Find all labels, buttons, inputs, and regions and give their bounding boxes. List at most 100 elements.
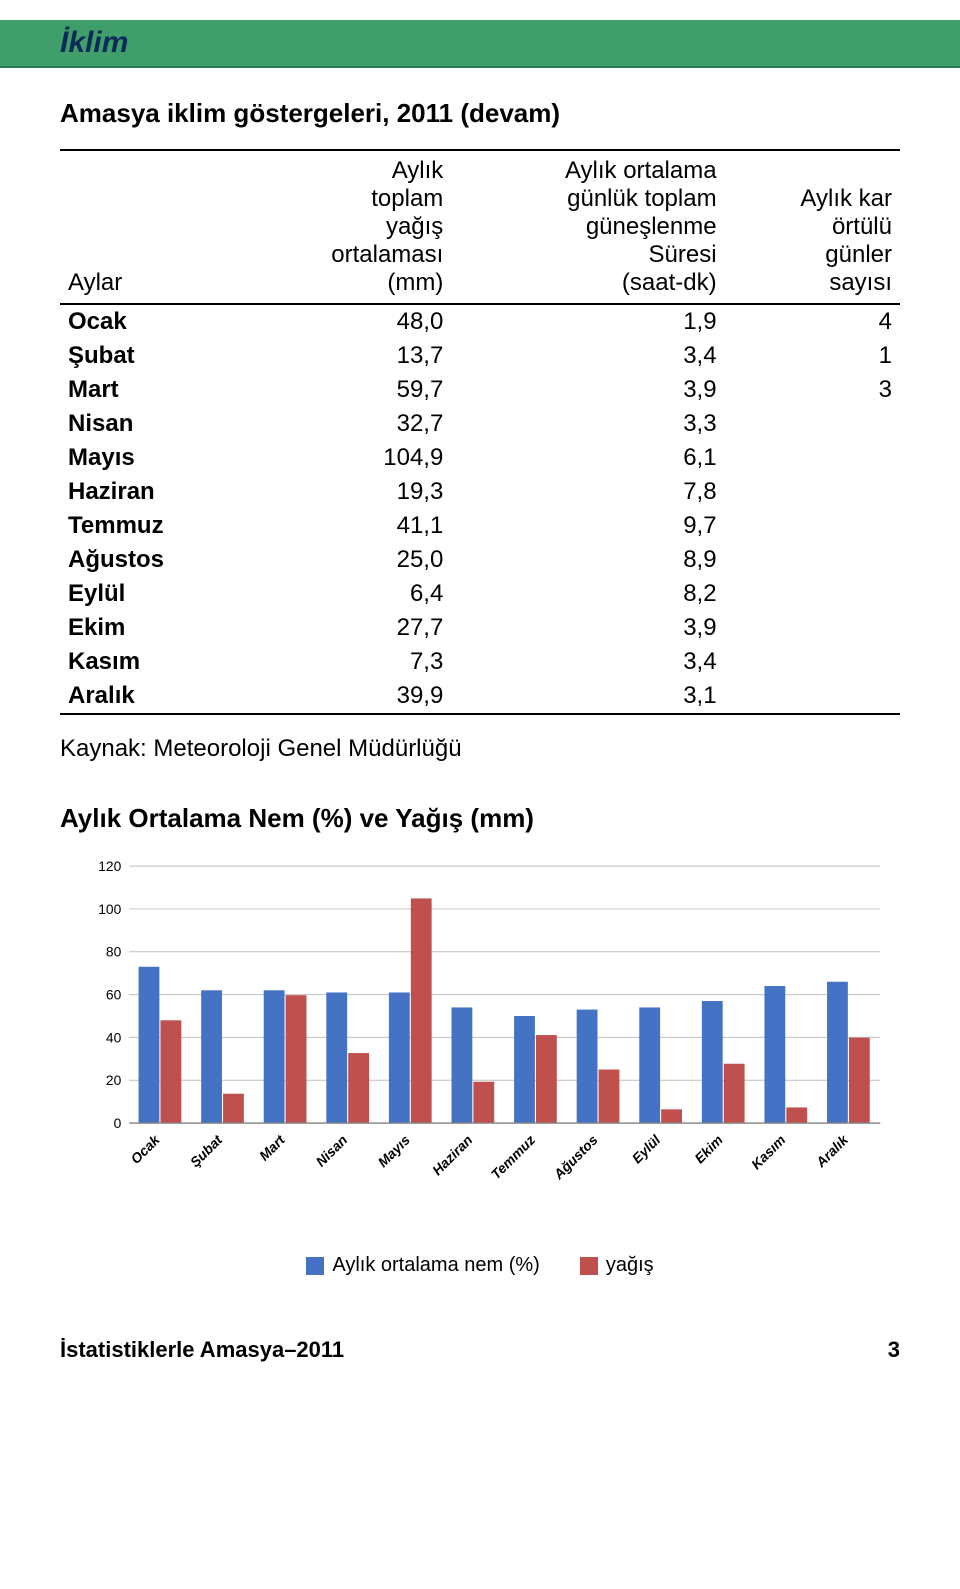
source-note: Kaynak: Meteoroloji Genel Müdürlüğü [60,735,900,763]
table-row: Mart59,73,93 [60,373,900,407]
table-row: Haziran19,37,8 [60,475,900,509]
svg-text:Ağustos: Ağustos [550,1131,601,1182]
svg-text:Kasım: Kasım [748,1132,789,1173]
table-cell: 1 [725,339,900,373]
table-cell: 27,7 [243,611,452,645]
table-row: Nisan32,73,3 [60,407,900,441]
table-cell: Haziran [60,475,243,509]
chart-legend: Aylık ortalama nem (%) yağış [60,1254,900,1277]
svg-text:Nisan: Nisan [312,1132,350,1170]
col-header-sunshine: Aylık ortalama günlük toplam güneşlenme … [451,150,724,304]
table-cell [725,577,900,611]
table-cell: 3,9 [451,373,724,407]
table-cell: 25,0 [243,543,452,577]
table-row: Temmuz41,19,7 [60,509,900,543]
svg-text:Temmuz: Temmuz [488,1132,539,1183]
legend-item: Aylık ortalama nem (%) [306,1254,539,1277]
table-cell [725,509,900,543]
table-row: Eylül6,48,2 [60,577,900,611]
svg-text:40: 40 [106,1029,122,1045]
svg-text:80: 80 [106,944,122,960]
svg-text:Haziran: Haziran [429,1132,476,1179]
table-cell: Mart [60,373,243,407]
section-header: İklim [0,20,960,68]
footer-text: İstatistiklerle Amasya–2011 [60,1337,344,1363]
table-cell: 7,8 [451,475,724,509]
col-header-precip: Aylık toplam yağış ortalaması (mm) [243,150,452,304]
chart-svg: 0 20 40 60 80 100 120 Ocak Şubat Mart Nisan Mayıs Ha… [60,854,900,1234]
table-cell: 3,1 [451,679,724,714]
svg-text:120: 120 [98,858,121,874]
table-cell: 39,9 [243,679,452,714]
table-cell: 59,7 [243,373,452,407]
table-cell [725,679,900,714]
page-number: 3 [888,1337,900,1363]
table-cell: Ocak [60,304,243,339]
table-cell: 3 [725,373,900,407]
table-cell: Ekim [60,611,243,645]
table-cell: 3,4 [451,645,724,679]
page-footer: İstatistiklerle Amasya–2011 3 [60,1337,900,1363]
humidity-precip-chart: Aylık Ortalama Nem (%) ve Yağış (mm) 0 20… [60,803,900,1277]
svg-text:0: 0 [114,1115,122,1131]
col-header-months: Aylar [60,150,243,304]
climate-table: Aylar Aylık toplam yağış ortalaması (mm)… [60,149,900,715]
svg-text:Aralık: Aralık [812,1131,852,1171]
table-cell [725,475,900,509]
legend-swatch [306,1257,324,1275]
col-header-snowdays: Aylık kar örtülü günler sayısı [725,150,900,304]
svg-text:20: 20 [106,1072,122,1088]
table-row: Aralık39,93,1 [60,679,900,714]
table-cell [725,645,900,679]
table-cell: 4 [725,304,900,339]
table-cell: 13,7 [243,339,452,373]
table-row: Ekim27,73,9 [60,611,900,645]
svg-text:Eylül: Eylül [629,1131,664,1166]
table-cell [725,441,900,475]
table-cell: 41,1 [243,509,452,543]
table-cell: 3,3 [451,407,724,441]
svg-text:Ekim: Ekim [691,1132,726,1167]
table-title: Amasya iklim göstergeleri, 2011 (devam) [60,98,900,129]
table-cell: Eylül [60,577,243,611]
table-cell: 19,3 [243,475,452,509]
table-cell: 1,9 [451,304,724,339]
table-cell: Nisan [60,407,243,441]
table-cell: 48,0 [243,304,452,339]
table-cell: 7,3 [243,645,452,679]
table-cell [725,407,900,441]
table-cell: 8,2 [451,577,724,611]
table-row: Mayıs104,96,1 [60,441,900,475]
svg-text:Mart: Mart [256,1131,289,1164]
svg-text:100: 100 [98,901,121,917]
table-cell: 6,1 [451,441,724,475]
table-cell: 104,9 [243,441,452,475]
table-cell: 9,7 [451,509,724,543]
table-row: Şubat13,73,41 [60,339,900,373]
table-cell: 32,7 [243,407,452,441]
table-row: Ağustos25,08,9 [60,543,900,577]
table-cell: Şubat [60,339,243,373]
table-cell: 3,9 [451,611,724,645]
svg-text:Şubat: Şubat [187,1131,226,1170]
svg-text:60: 60 [106,987,122,1003]
table-row: Ocak48,01,94 [60,304,900,339]
legend-item: yağış [580,1254,654,1277]
table-cell: Mayıs [60,441,243,475]
table-cell: Ağustos [60,543,243,577]
table-cell [725,611,900,645]
chart-title: Aylık Ortalama Nem (%) ve Yağış (mm) [60,803,900,834]
legend-label: Aylık ortalama nem (%) [332,1254,539,1277]
table-row: Kasım7,33,4 [60,645,900,679]
table-cell: 8,9 [451,543,724,577]
table-cell: Kasım [60,645,243,679]
table-cell [725,543,900,577]
svg-text:Ocak: Ocak [127,1131,163,1167]
svg-text:Mayıs: Mayıs [374,1131,413,1170]
legend-swatch [580,1257,598,1275]
table-cell: Temmuz [60,509,243,543]
table-cell: 3,4 [451,339,724,373]
legend-label: yağış [606,1254,654,1277]
table-cell: 6,4 [243,577,452,611]
table-cell: Aralık [60,679,243,714]
